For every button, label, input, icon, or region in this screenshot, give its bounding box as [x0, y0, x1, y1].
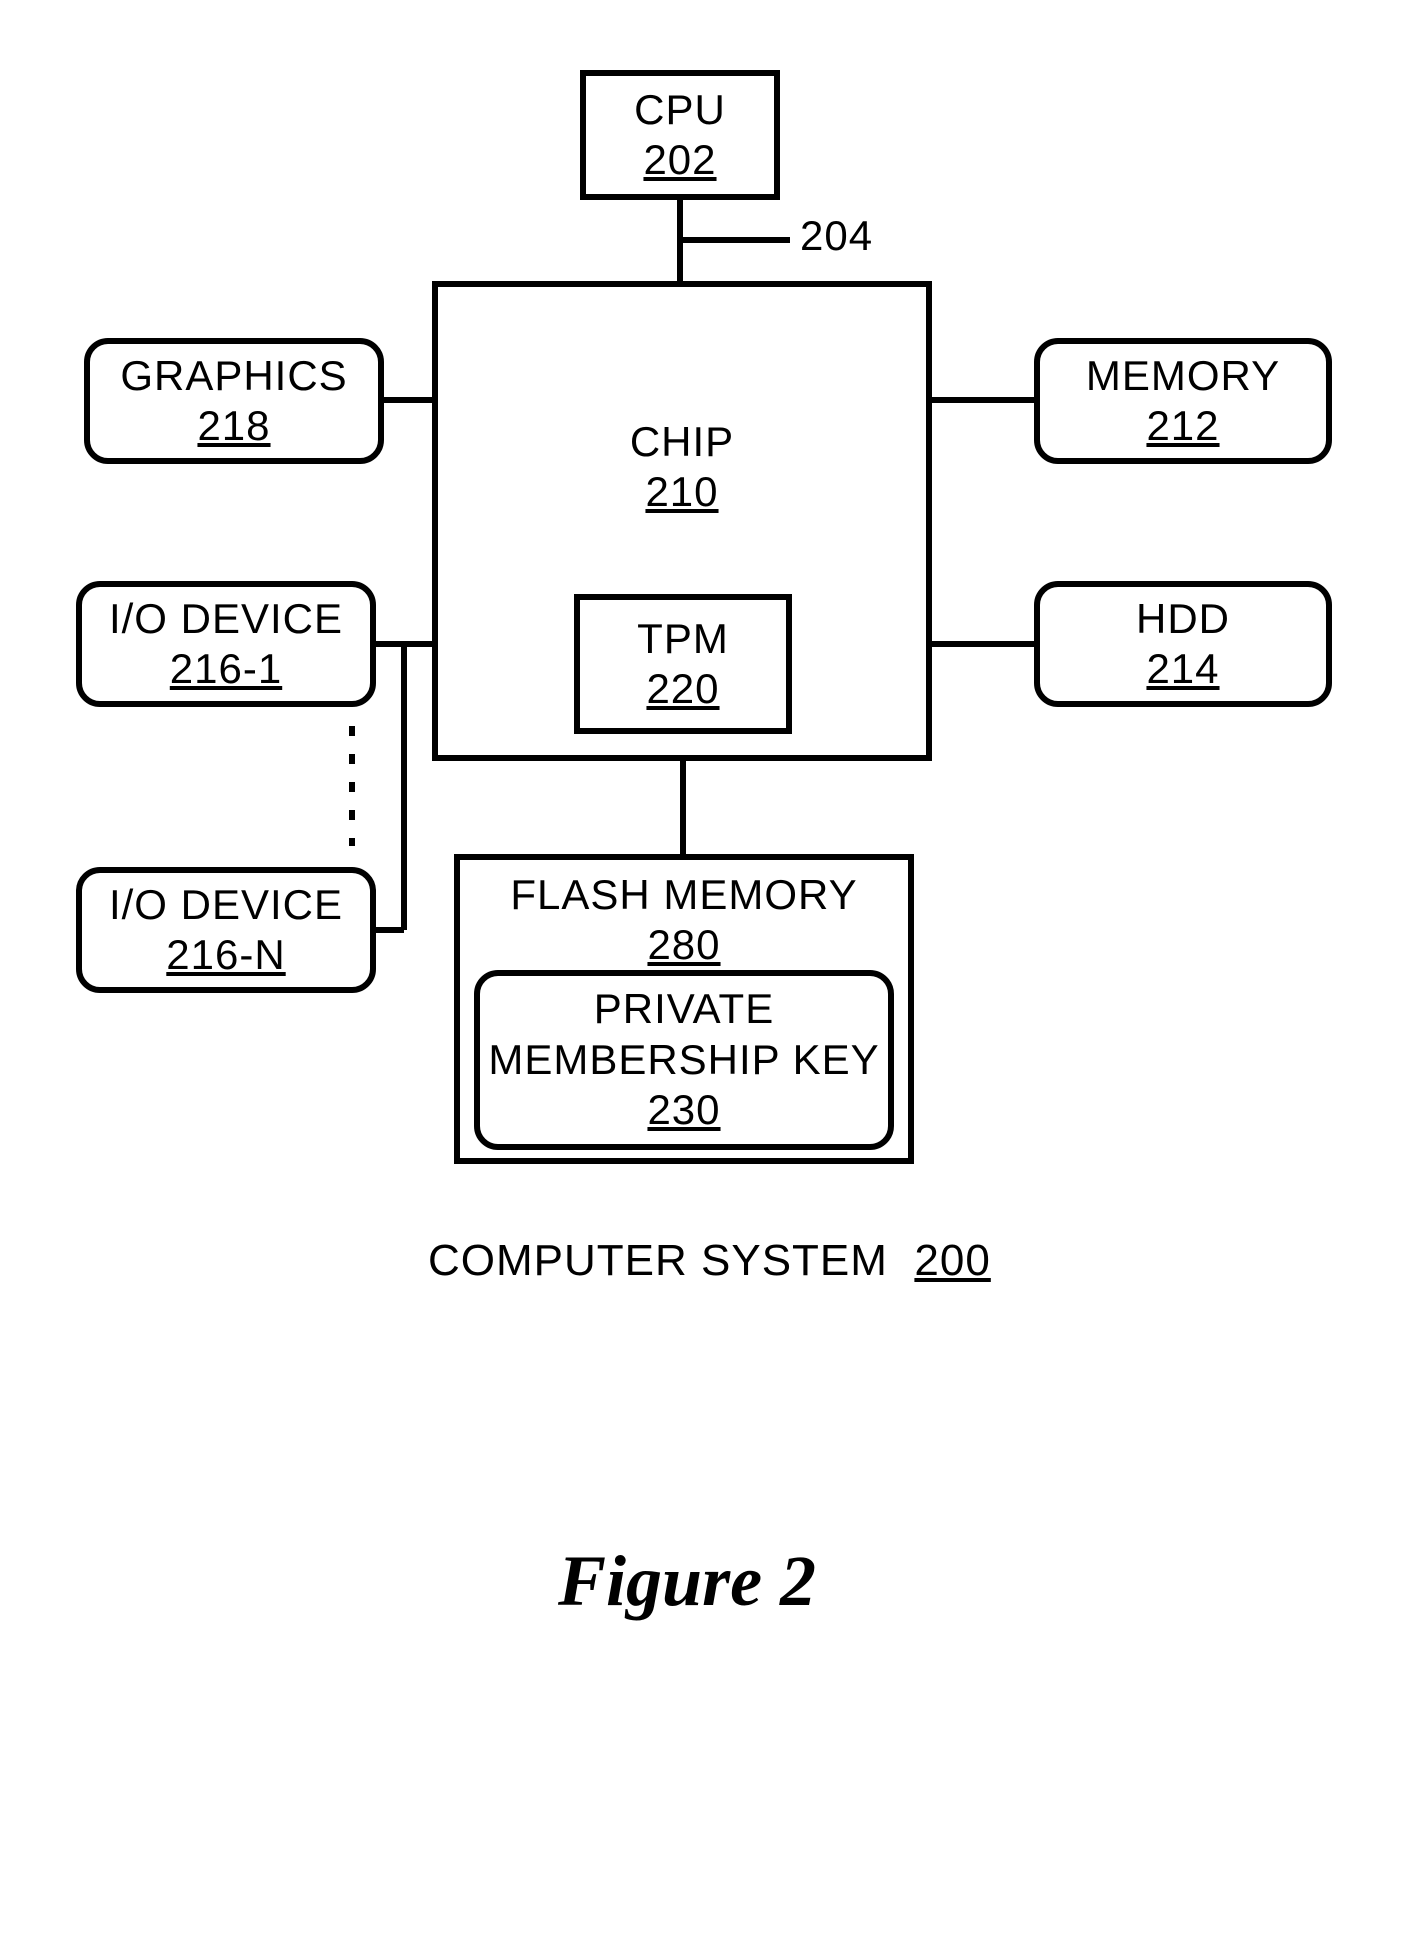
io-device-1-label: I/O DEVICE	[109, 594, 343, 644]
io-device-1-number: 216-1	[170, 644, 282, 694]
tpm-label: TPM	[637, 614, 729, 664]
bus-label: 204	[800, 212, 873, 260]
pmk-number: 230	[647, 1085, 720, 1135]
page: CPU 202 204 CHIP 210 TPM 220 GRAPHICS 21…	[0, 0, 1428, 1944]
tpm-block: TPM 220	[574, 594, 792, 734]
cpu-number: 202	[643, 135, 716, 185]
pmk-label-1: PRIVATE	[594, 984, 774, 1034]
graphics-label: GRAPHICS	[120, 351, 347, 401]
caption-number: 200	[914, 1236, 990, 1285]
memory-label: MEMORY	[1086, 351, 1280, 401]
tpm-number: 220	[646, 664, 719, 714]
io-device-n-block: I/O DEVICE 216-N	[76, 867, 376, 993]
cpu-block: CPU 202	[580, 70, 780, 200]
hdd-label: HDD	[1136, 594, 1230, 644]
io-device-n-number: 216-N	[166, 930, 285, 980]
figure-title: Figure 2	[558, 1540, 816, 1623]
flash-memory-label: FLASH MEMORY	[510, 870, 857, 920]
io-device-n-label: I/O DEVICE	[109, 880, 343, 930]
flash-memory-number: 280	[647, 920, 720, 970]
chip-label: CHIP	[630, 417, 734, 467]
hdd-block: HDD 214	[1034, 581, 1332, 707]
caption-text: COMPUTER SYSTEM	[428, 1236, 888, 1285]
private-membership-key-block: PRIVATE MEMBERSHIP KEY 230	[474, 970, 894, 1150]
chip-number: 210	[645, 467, 718, 517]
memory-number: 212	[1146, 401, 1219, 451]
diagram-caption: COMPUTER SYSTEM 200	[428, 1236, 991, 1286]
pmk-label-2: MEMBERSHIP KEY	[488, 1035, 879, 1085]
graphics-number: 218	[197, 401, 270, 451]
io-device-1-block: I/O DEVICE 216-1	[76, 581, 376, 707]
graphics-block: GRAPHICS 218	[84, 338, 384, 464]
hdd-number: 214	[1146, 644, 1219, 694]
cpu-label: CPU	[634, 85, 726, 135]
memory-block: MEMORY 212	[1034, 338, 1332, 464]
